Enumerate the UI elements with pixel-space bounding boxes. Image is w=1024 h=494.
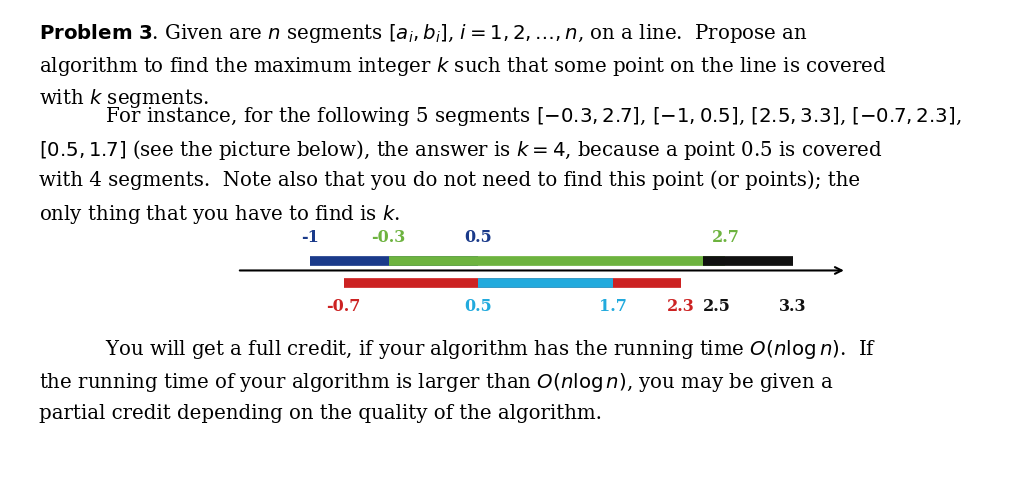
Text: -1: -1	[301, 229, 318, 246]
Text: $[0.5, 1.7]$ (see the picture below), the answer is $k = 4$, because a point 0.5: $[0.5, 1.7]$ (see the picture below), th…	[39, 138, 883, 162]
Text: -0.7: -0.7	[327, 298, 360, 315]
Text: 2.7: 2.7	[712, 229, 739, 246]
Text: -0.3: -0.3	[372, 229, 406, 246]
Text: partial credit depending on the quality of the algorithm.: partial credit depending on the quality …	[39, 404, 602, 422]
Text: $\mathbf{Problem\ 3}$. Given are $n$ segments $[a_i, b_i]$, $i = 1, 2, \ldots, n: $\mathbf{Problem\ 3}$. Given are $n$ seg…	[39, 22, 808, 45]
Text: 3.3: 3.3	[779, 298, 807, 315]
Text: only thing that you have to find is $k$.: only thing that you have to find is $k$.	[39, 203, 400, 226]
Text: algorithm to find the maximum integer $k$ such that some point on the line is co: algorithm to find the maximum integer $k…	[39, 55, 887, 78]
Text: 0.5: 0.5	[465, 298, 493, 315]
Text: 0.5: 0.5	[465, 229, 493, 246]
Text: with $k$ segments.: with $k$ segments.	[39, 87, 209, 111]
Text: with 4 segments.  Note also that you do not need to find this point (or points);: with 4 segments. Note also that you do n…	[39, 170, 860, 190]
Text: You will get a full credit, if your algorithm has the running time $O(n \log n)$: You will get a full credit, if your algo…	[105, 338, 877, 362]
Text: 1.7: 1.7	[599, 298, 627, 315]
Text: the running time of your algorithm is larger than $O(n \log n)$, you may be give: the running time of your algorithm is la…	[39, 371, 834, 394]
Text: 2.5: 2.5	[702, 298, 731, 315]
Text: For instance, for the following 5 segments $[-0.3, 2.7]$, $[-1, 0.5]$, $[2.5, 3.: For instance, for the following 5 segmen…	[105, 105, 962, 128]
Text: 2.3: 2.3	[667, 298, 694, 315]
